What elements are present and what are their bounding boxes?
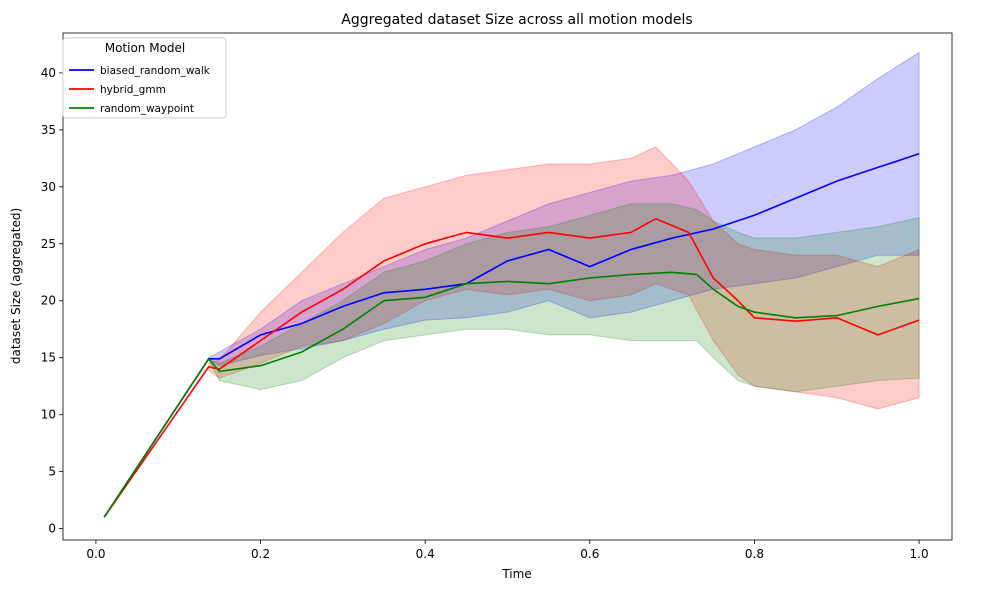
y-tick-label: 10 — [41, 408, 56, 422]
x-tick-label: 0.6 — [580, 547, 599, 561]
y-tick-label: 5 — [48, 465, 56, 479]
plot-area — [62, 32, 953, 541]
line-hybrid-gmm — [103, 217, 920, 518]
y-tick-label: 0 — [48, 522, 56, 536]
y-tick-label: 35 — [41, 123, 56, 137]
x-tick-label: 0.8 — [745, 547, 764, 561]
y-tick-label: 15 — [41, 351, 56, 365]
y-tick-label: 25 — [41, 237, 56, 251]
y-tick-label: 20 — [41, 294, 56, 308]
line-biased-random-walk — [103, 153, 920, 518]
legend-label-biased-random-walk: biased_random_walk — [100, 65, 211, 77]
chart-title: Aggregated dataset Size across all motio… — [341, 12, 692, 28]
x-axis: 0.0 0.2 0.4 0.6 0.8 1.0 — [86, 540, 929, 561]
legend-box — [62, 37, 227, 119]
legend-title: Motion Model — [105, 41, 186, 55]
x-tick-label: 1.0 — [910, 547, 929, 561]
x-axis-label: Time — [501, 567, 531, 581]
y-axis: 0 5 10 15 20 25 30 35 40 — [41, 66, 63, 536]
y-tick-label: 40 — [41, 66, 56, 80]
x-tick-label: 0.2 — [251, 547, 270, 561]
band-hybrid-gmm — [208, 146, 920, 410]
x-tick-label: 0.0 — [86, 547, 105, 561]
x-tick-label: 0.4 — [416, 547, 435, 561]
confidence-bands — [208, 51, 920, 410]
band-random-waypoint — [208, 203, 920, 393]
y-tick-label: 30 — [41, 180, 56, 194]
band-biased-random-walk — [208, 51, 920, 367]
legend-label-hybrid-gmm: hybrid_gmm — [100, 84, 166, 96]
legend: Motion Model biased_random_walk hybrid_gm… — [62, 37, 227, 119]
series-lines — [103, 153, 920, 518]
y-axis-label: dataset Size (aggregated) — [9, 208, 23, 364]
line-random-waypoint — [103, 271, 920, 518]
legend-label-random-waypoint: random_waypoint — [100, 103, 194, 115]
